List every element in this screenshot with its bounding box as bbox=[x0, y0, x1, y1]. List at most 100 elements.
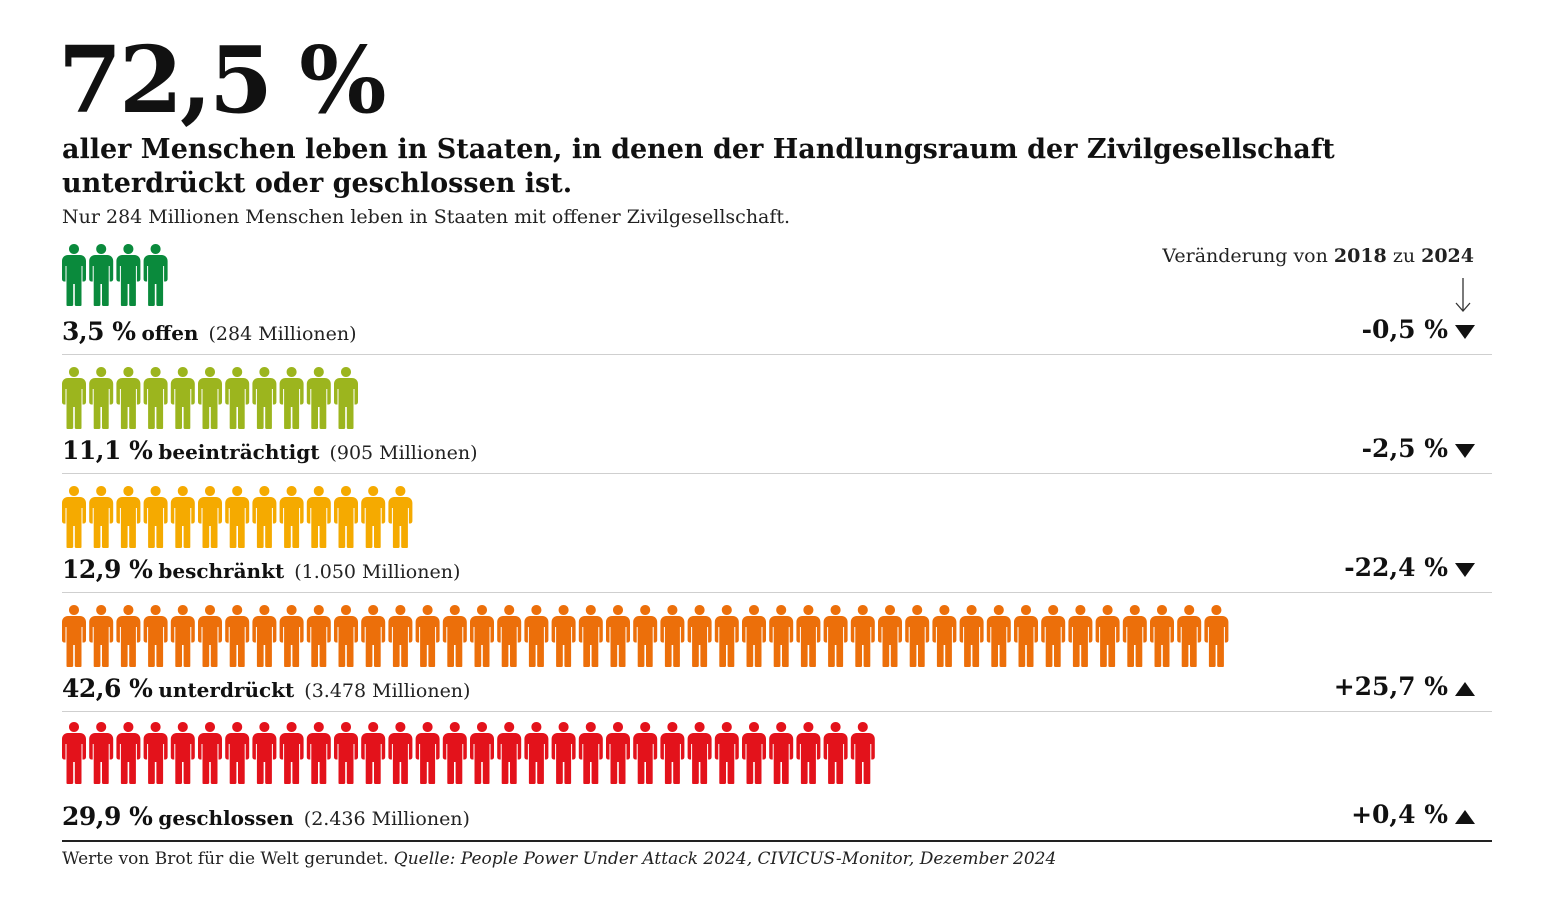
person-icon bbox=[606, 722, 630, 784]
headline-text: aller Menschen leben in Staaten, in dene… bbox=[62, 134, 1335, 199]
person-icon bbox=[225, 367, 250, 429]
person-icon bbox=[170, 486, 195, 548]
footer-note: Werte von Brot für die Welt gerundet. bbox=[62, 849, 394, 869]
row-divider bbox=[62, 592, 1492, 593]
row-category: beeinträchtigt bbox=[158, 440, 320, 464]
chart-row-offen: 3,5 % offen (284 Millionen) -0,5 % bbox=[62, 240, 1492, 355]
person-icon bbox=[850, 605, 875, 667]
person-icon bbox=[742, 722, 766, 784]
person-icon bbox=[660, 722, 685, 784]
chart-row-beeinträchtigt: 11,1 % beeinträchtigt (905 Millionen) -2,5 … bbox=[62, 355, 1492, 474]
person-icon bbox=[252, 486, 277, 548]
person-icon bbox=[497, 605, 522, 667]
person-icon bbox=[62, 367, 86, 429]
row-change-value: -2,5 % bbox=[1361, 434, 1448, 463]
person-icon bbox=[905, 605, 930, 667]
row-percent: 29,9 % bbox=[62, 802, 153, 831]
person-icon bbox=[578, 722, 603, 784]
person-icon bbox=[62, 486, 86, 548]
person-icon bbox=[170, 605, 195, 667]
person-icon bbox=[524, 722, 549, 784]
triangle-up-icon bbox=[1455, 809, 1475, 824]
person-icon bbox=[687, 722, 712, 784]
change-header-prefix: Veränderung von bbox=[1162, 245, 1334, 267]
person-icons-beschränkt bbox=[62, 486, 413, 548]
row-change: -22,4 % bbox=[1344, 553, 1476, 582]
person-icon bbox=[143, 367, 168, 429]
person-icon bbox=[551, 722, 576, 784]
person-icon bbox=[959, 605, 984, 667]
person-icon bbox=[62, 605, 86, 667]
person-icons-offen bbox=[62, 244, 168, 306]
triangle-up-icon bbox=[1455, 681, 1475, 696]
person-icon bbox=[361, 722, 386, 784]
person-icon bbox=[850, 722, 875, 784]
chart-row-unterdrückt: 42,6 % unterdrückt (3.478 Millionen) +25,7 … bbox=[62, 593, 1492, 712]
person-icon bbox=[116, 722, 141, 784]
person-icon bbox=[578, 605, 603, 667]
row-millions: (1.050 Millionen) bbox=[294, 561, 461, 583]
person-icon bbox=[143, 722, 168, 784]
person-icon bbox=[89, 486, 114, 548]
person-icon bbox=[714, 722, 739, 784]
person-icon bbox=[170, 722, 195, 784]
row-category: geschlossen bbox=[158, 806, 294, 830]
person-icon bbox=[198, 722, 222, 784]
person-icons-unterdrückt bbox=[62, 605, 1229, 667]
person-icon bbox=[306, 605, 331, 667]
person-icon bbox=[1014, 605, 1038, 667]
person-icon bbox=[1177, 605, 1202, 667]
person-icon bbox=[823, 722, 848, 784]
row-millions: (2.436 Millionen) bbox=[303, 808, 470, 830]
person-icon bbox=[796, 605, 821, 667]
person-icon bbox=[225, 722, 250, 784]
person-icon bbox=[1150, 605, 1174, 667]
row-percent: 3,5 % bbox=[62, 317, 136, 346]
row-change-value: +25,7 % bbox=[1333, 672, 1448, 701]
triangle-down-icon bbox=[1455, 562, 1475, 577]
row-millions: (905 Millionen) bbox=[329, 442, 478, 464]
person-icon bbox=[769, 605, 794, 667]
person-icon bbox=[442, 605, 467, 667]
person-icon bbox=[116, 244, 141, 306]
person-icon bbox=[388, 605, 413, 667]
person-icon bbox=[252, 367, 277, 429]
footer-divider bbox=[62, 840, 1492, 842]
person-icon bbox=[823, 605, 848, 667]
row-millions: (3.478 Millionen) bbox=[304, 680, 471, 702]
person-icon bbox=[361, 605, 386, 667]
headline-percentage: 72,5 % bbox=[58, 26, 387, 134]
row-category: unterdrückt bbox=[158, 678, 295, 702]
person-icon bbox=[687, 605, 712, 667]
person-icon bbox=[986, 605, 1011, 667]
row-percent: 12,9 % bbox=[62, 555, 153, 584]
change-header-from-year: 2018 bbox=[1333, 245, 1387, 267]
person-icon bbox=[89, 722, 114, 784]
row-percent: 42,6 % bbox=[62, 674, 153, 703]
chart-row-beschränkt: 12,9 % beschränkt (1.050 Millionen) -22,4 % bbox=[62, 474, 1492, 593]
person-icon bbox=[279, 367, 304, 429]
person-icon bbox=[551, 605, 576, 667]
person-icon bbox=[198, 486, 222, 548]
row-percent: 11,1 % bbox=[62, 436, 153, 465]
row-category: beschränkt bbox=[158, 559, 285, 583]
person-icon bbox=[470, 722, 494, 784]
footer-source: Quelle: People Power Under Attack 2024, … bbox=[393, 849, 1057, 869]
person-icon bbox=[116, 367, 141, 429]
person-icon bbox=[279, 722, 304, 784]
person-icon bbox=[334, 722, 358, 784]
row-label: 3,5 % offen (284 Millionen) bbox=[62, 317, 357, 346]
row-label: 12,9 % beschränkt (1.050 Millionen) bbox=[62, 555, 460, 584]
person-icon bbox=[279, 605, 304, 667]
person-icon bbox=[388, 722, 413, 784]
person-icon bbox=[878, 605, 902, 667]
row-millions: (284 Millionen) bbox=[208, 323, 357, 345]
person-icon bbox=[252, 722, 277, 784]
person-icon bbox=[143, 244, 168, 306]
person-icon bbox=[388, 486, 413, 548]
person-icon bbox=[279, 486, 304, 548]
person-icon bbox=[62, 722, 86, 784]
person-icon bbox=[442, 722, 467, 784]
change-column-header: Veränderung von 2018 zu 2024 bbox=[1162, 245, 1474, 267]
row-change: +25,7 % bbox=[1334, 672, 1476, 701]
